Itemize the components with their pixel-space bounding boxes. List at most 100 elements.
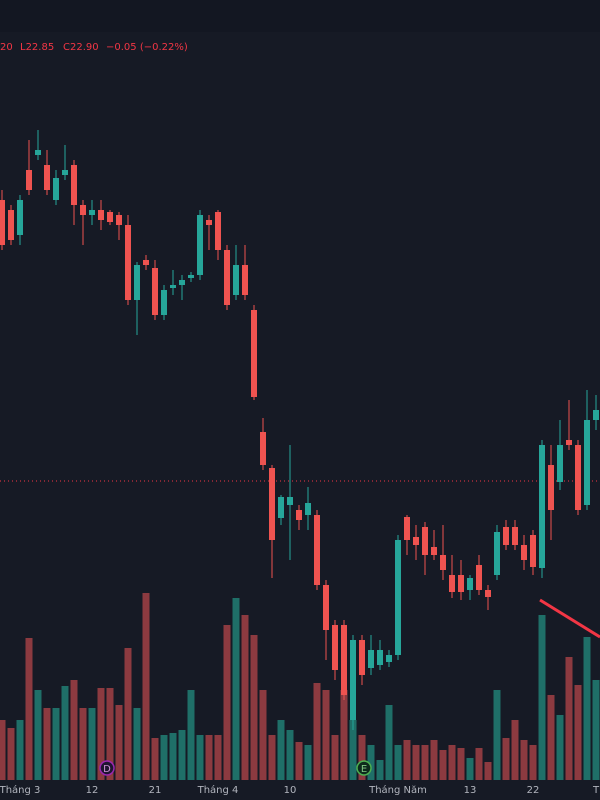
volume-bar [268, 735, 276, 780]
candle-body [413, 537, 419, 545]
volume-bar [232, 598, 240, 780]
volume-bar [304, 745, 312, 780]
x-tick-label: Tháng Năm [368, 784, 427, 796]
candle-body [377, 650, 383, 665]
volume-bar [52, 708, 60, 780]
candle-body [404, 517, 410, 540]
candle-body [242, 265, 248, 295]
candle-body [260, 432, 266, 465]
volume-bar [295, 742, 303, 780]
volume-bar [502, 738, 510, 780]
candle-body [134, 265, 140, 300]
candle-body [53, 178, 59, 200]
candle-body [422, 527, 428, 555]
x-tick-label: T [592, 785, 600, 796]
x-tick-label: 21 [149, 785, 162, 796]
event-marker[interactable] [99, 760, 115, 776]
x-tick-label: 10 [284, 785, 297, 796]
volume-bar [124, 648, 132, 780]
candle-body [188, 275, 194, 278]
volume-bar [592, 680, 600, 780]
volume-bar [493, 690, 501, 780]
volume-bar [322, 690, 330, 780]
volume-bar [133, 708, 141, 780]
volume-bar [466, 758, 474, 780]
volume-bar [187, 690, 195, 780]
candle-body [359, 640, 365, 675]
volume-bar [511, 720, 519, 780]
candle-body [125, 225, 131, 300]
header-low: L22.85 [20, 42, 54, 53]
candle-body [116, 215, 122, 225]
candle-body [476, 565, 482, 590]
candle-body [575, 445, 581, 510]
candle-body [548, 465, 554, 510]
x-tick-label: Tháng 4 [197, 784, 239, 796]
volume-bar [241, 615, 249, 780]
volume-bar [196, 735, 204, 780]
volume-bar [142, 593, 150, 780]
candle-body [35, 150, 41, 155]
volume-bar [259, 690, 267, 780]
header-close: C22.90 [63, 42, 99, 53]
top-bar [0, 0, 600, 32]
x-tick-label: 13 [464, 785, 477, 796]
volume-bar [547, 695, 555, 780]
candle-body [44, 165, 50, 190]
volume-bar [250, 635, 258, 780]
candle-body [539, 445, 545, 568]
volume-bar [403, 740, 411, 780]
header-value: 20 [0, 42, 13, 53]
volume-bar [331, 735, 339, 780]
volume-bar [529, 745, 537, 780]
candle-body [485, 590, 491, 597]
candle-body [62, 170, 68, 175]
x-tick-label: 22 [527, 785, 540, 796]
candle-body [305, 503, 311, 515]
volume-bar [151, 738, 159, 780]
volume-bar [169, 733, 177, 780]
candle-body [161, 290, 167, 315]
candle-body [89, 210, 95, 215]
candle-body [287, 497, 293, 505]
candle-body [467, 578, 473, 590]
volume-bar [286, 730, 294, 780]
volume-bar [70, 680, 78, 780]
volume-bar [214, 735, 222, 780]
candle-body [233, 265, 239, 295]
x-tick-label: Tháng 3 [0, 784, 40, 796]
volume-bar [574, 685, 582, 780]
volume-bar [394, 745, 402, 780]
volume-bar [385, 705, 393, 780]
candle-body [332, 625, 338, 670]
volume-bar [565, 657, 573, 780]
volume-bar [160, 735, 168, 780]
candle-body [152, 268, 158, 315]
candle-body [26, 170, 32, 190]
volume-bar [556, 715, 564, 780]
candle-body [323, 585, 329, 630]
candle-body [17, 200, 23, 235]
candle-body [521, 545, 527, 560]
volume-bar [34, 690, 42, 780]
volume-bar [115, 705, 123, 780]
candle-body [593, 410, 599, 420]
candle-body [512, 527, 518, 545]
volume-bar [421, 745, 429, 780]
event-label: E [361, 764, 367, 775]
volume-bar [178, 730, 186, 780]
volume-bar [538, 615, 546, 780]
trend-line [539, 598, 600, 639]
x-tick-label: 12 [86, 785, 99, 796]
candle-body [71, 165, 77, 205]
volume-bar [439, 750, 447, 780]
candle-body [8, 210, 14, 240]
marks [0, 130, 600, 780]
candle-body [557, 445, 563, 482]
candle-body [206, 220, 212, 225]
candle-body [530, 535, 536, 567]
event-marker[interactable] [356, 760, 372, 776]
volume-bar [205, 735, 213, 780]
candle-body [278, 497, 284, 518]
